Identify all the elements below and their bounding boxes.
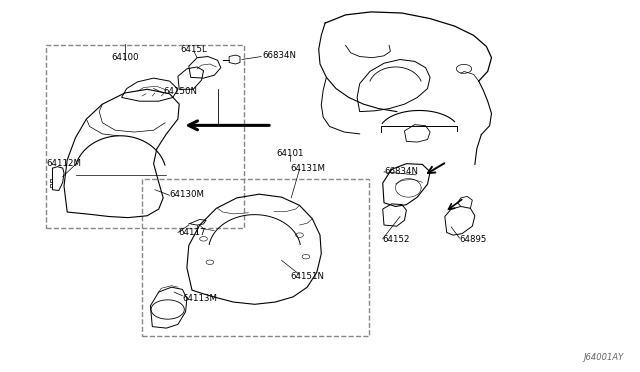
Text: J64001AY: J64001AY — [584, 353, 624, 362]
Text: 64112M: 64112M — [47, 159, 82, 168]
Text: 64151N: 64151N — [290, 272, 324, 280]
Text: 64131M: 64131M — [290, 164, 325, 173]
Text: 64152: 64152 — [383, 235, 410, 244]
Text: 66834N: 66834N — [262, 51, 296, 60]
Text: 64113M: 64113M — [182, 294, 218, 303]
Text: 64150N: 64150N — [163, 87, 197, 96]
Bar — [142, 179, 369, 336]
Bar — [46, 45, 244, 228]
Text: 64101: 64101 — [276, 149, 303, 158]
Text: 64895: 64895 — [460, 235, 487, 244]
Text: 66834N: 66834N — [384, 167, 418, 176]
Text: 64100: 64100 — [111, 53, 138, 62]
Text: 6415L: 6415L — [180, 45, 207, 54]
Text: 64130M: 64130M — [170, 190, 205, 199]
Text: 64117: 64117 — [178, 228, 205, 237]
